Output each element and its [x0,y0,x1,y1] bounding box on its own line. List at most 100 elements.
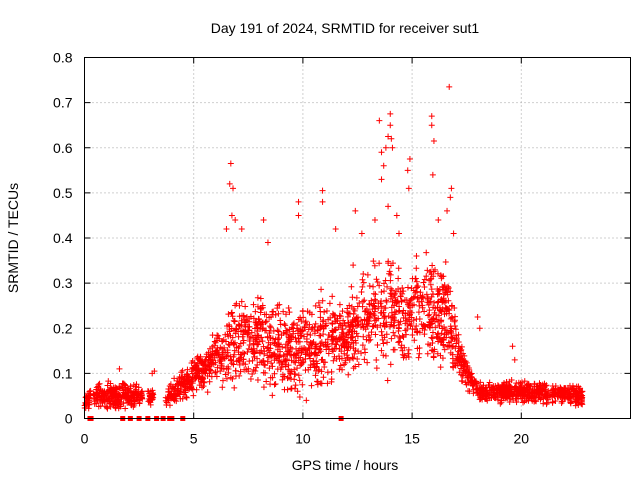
data-point [447,315,454,322]
data-point [323,346,330,353]
data-point [461,368,468,375]
data-point [398,344,405,351]
data-point [359,342,366,349]
chart-title: Day 191 of 2024, SRMTID for receiver sut… [211,20,480,36]
data-point [318,286,325,293]
data-point [238,351,245,358]
data-point [555,387,562,394]
data-point [263,318,270,325]
data-point [259,338,266,345]
data-point [477,379,484,386]
data-point [364,317,371,324]
data-point [268,353,275,360]
data-point [350,365,357,372]
data-point [423,291,430,298]
data-point [359,283,366,290]
data-point [257,321,264,328]
data-point [395,308,402,315]
data-point [413,322,420,329]
data-point [428,113,435,120]
data-point [357,324,364,331]
data-point [311,328,318,335]
data-point [355,361,362,368]
data-point [293,345,300,352]
data-point [299,307,306,314]
data-point [483,389,490,396]
data-point [364,359,371,366]
data-point [307,364,314,371]
data-point [284,350,291,357]
data-point [270,308,277,315]
data-point [349,333,356,340]
data-point [536,380,543,387]
data-point [452,345,459,352]
data-point [279,376,286,383]
data-point [264,358,271,365]
data-point [104,382,111,389]
data-point [240,327,247,334]
data-point [502,384,509,391]
data-point [295,347,302,354]
data-point [199,374,206,381]
data-point [221,344,228,351]
data-point [451,318,458,325]
data-point [424,296,431,303]
axis-ticks [84,57,631,419]
data-point [428,334,435,341]
data-point [349,294,356,301]
data-point [427,281,434,288]
data-point [165,388,172,395]
data-point [385,133,392,140]
y-axis-label: SRMTID / TECUs [5,183,21,293]
data-point [219,338,226,345]
data-point [421,308,428,315]
x-tick-label: 0 [81,431,89,447]
data-point [271,351,278,358]
data-point [179,367,186,374]
data-point [108,390,115,397]
data-point [219,377,226,384]
data-point [298,361,305,368]
data-point [259,302,266,309]
data-point [193,386,200,393]
data-point [418,298,425,305]
data-point [238,225,245,232]
data-point [574,399,581,406]
data-point [319,318,326,325]
data-point [489,385,496,392]
data-point [452,326,459,333]
data-point [93,391,100,398]
data-point [356,300,363,307]
data-point [373,276,380,283]
data-point [358,289,365,296]
data-point [349,318,356,325]
data-point [420,279,427,286]
data-point [116,365,123,372]
data-point [339,308,346,315]
data-point [435,298,442,305]
data-point [391,302,398,309]
data-point [444,207,451,214]
data-point [506,398,513,405]
data-point [274,305,281,312]
data-point [299,381,306,388]
data-point [441,346,448,353]
data-point [388,335,395,342]
data-point [296,377,303,384]
data-point [352,207,359,214]
data-point [213,373,220,380]
data-point [269,392,276,399]
y-tick-label: 0 [65,411,73,427]
data-point [166,383,173,390]
data-point [287,376,294,383]
data-point [445,306,452,313]
data-point [266,365,273,372]
data-point [363,321,370,328]
data-point [308,350,315,357]
data-point [447,194,454,201]
data-point [483,396,490,403]
data-point [399,290,406,297]
data-point [295,354,302,361]
data-point [240,339,247,346]
data-point [247,333,254,340]
